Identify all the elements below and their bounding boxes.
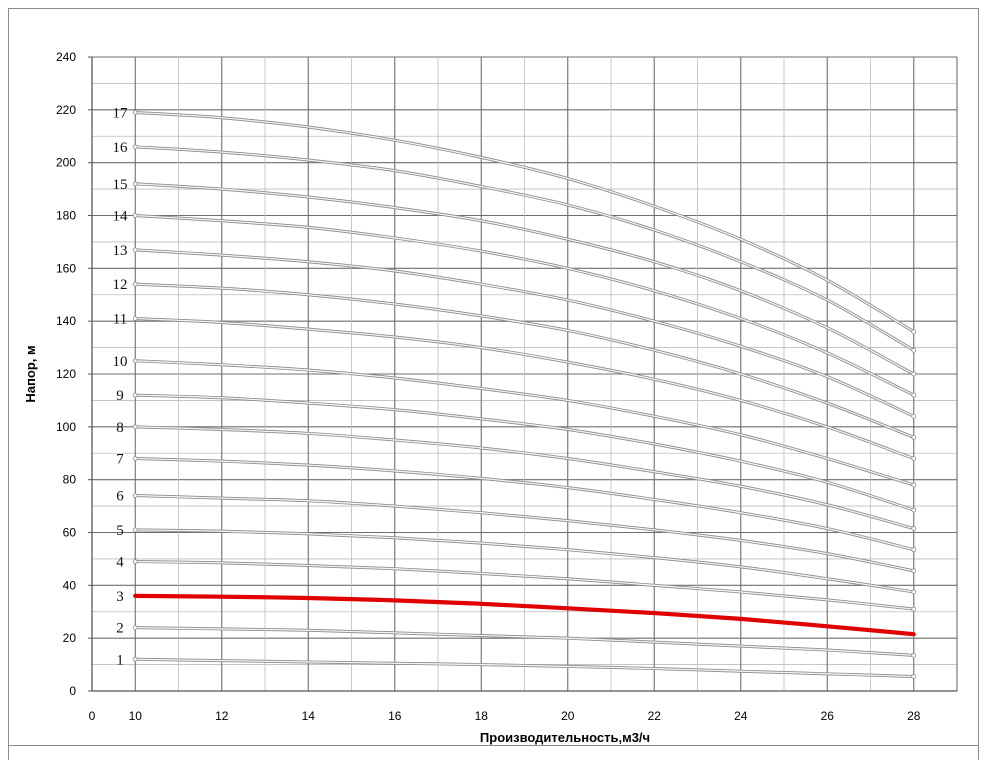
series-10-line-inner [134,360,915,486]
series-10-label: 10 [113,354,128,370]
y-tick-label: 180 [56,209,76,223]
series-13-end-point [132,247,138,253]
series-7-line-inner [134,457,915,551]
series-6-line-inner [134,494,915,572]
x-tick-label: 18 [475,709,489,723]
series-4-line-inner [134,560,915,610]
series-14-end-point [911,392,917,398]
series-14-end-point [132,213,138,218]
y-axis-title: Напор, м [23,345,38,402]
x-tick-label: 28 [907,709,921,723]
series-5-line-inner [134,529,915,593]
series-10-end-point [911,482,917,488]
series-6-label: 6 [116,489,124,505]
series-4-end-point [132,559,138,564]
series-13-end-point [911,413,917,419]
y-tick-label: 200 [56,156,76,170]
series-12-end-point [132,281,138,287]
series-11-line-inner [134,317,915,460]
series-1-end-point [132,656,138,662]
series-7-end-point [911,547,917,553]
series-4-end-point [911,606,917,612]
y-tick-label: 240 [56,50,76,64]
x-tick-label: 20 [561,709,575,723]
series-5-end-point [911,589,917,595]
series-17-end-point [132,110,138,115]
x-tick-label: 16 [388,709,402,723]
lower-panel-edge [8,745,979,760]
series-11-label: 11 [113,312,127,328]
series-7-label: 7 [116,452,124,468]
series-6-end-point [132,493,138,498]
y-tick-label: 60 [63,526,77,540]
x-tick-label: 0 [89,709,96,723]
series-14-label: 14 [113,209,129,225]
x-axis-title: Производительность,м3/ч [480,730,650,745]
x-tick-label: 24 [734,709,748,723]
series-5-label: 5 [116,523,124,539]
series-2-label: 2 [116,621,124,637]
series-12-label: 12 [113,277,128,293]
series-12-line-inner [134,283,915,439]
series-16-end-point [911,347,917,353]
series-13-line-inner [134,249,915,417]
series-11-end-point [132,316,138,321]
y-tick-label: 20 [63,631,77,645]
series-17-line-inner [134,111,915,333]
series-2-end-point [132,625,138,630]
series-8-end-point [911,526,917,531]
y-tick-label: 0 [69,684,76,698]
series-2-line-inner [134,626,915,656]
series-16-end-point [132,144,138,150]
series-9-line-inner [134,394,915,511]
y-tick-label: 160 [56,261,76,275]
x-tick-label: 26 [821,709,835,723]
series-16-line-inner [134,146,915,351]
series-16-label: 16 [113,140,129,156]
series-8-label: 8 [116,420,124,436]
x-tick-label: 14 [302,709,316,723]
series-3-line [133,593,916,637]
series-15-label: 15 [113,177,128,193]
series-13-label: 13 [113,243,128,259]
series-11-end-point [911,456,917,461]
series-8-line-inner [134,426,915,530]
series-5-end-point [132,527,138,533]
series-3-label: 3 [116,589,124,605]
y-tick-label: 80 [63,473,77,487]
series-17-end-point [911,329,917,335]
series-9-end-point [132,392,138,398]
series-1-line-inner [134,658,915,678]
series-9-label: 9 [116,388,124,404]
series-6-end-point [911,568,917,574]
y-tick-label: 40 [63,578,77,592]
y-tick-label: 140 [56,314,76,328]
series-2-end-point [911,652,917,658]
series-1-end-point [911,674,917,679]
y-tick-label: 100 [56,420,76,434]
series-1-label: 1 [116,652,124,668]
series-12-end-point [911,434,917,440]
series [132,110,917,679]
series-14-line-inner [134,214,915,396]
y-tick-label: 120 [56,367,76,381]
series-9-end-point [911,507,917,513]
series-7-end-point [132,456,138,461]
series-10-end-point [132,358,138,364]
x-tick-label: 12 [215,709,229,723]
grid [91,56,958,692]
x-tick-label: 22 [648,709,662,723]
series-8-end-point [132,424,138,430]
y-tick-label: 220 [56,103,76,117]
series-15-end-point [132,181,138,187]
series-15-line-inner [134,183,915,375]
series-4-label: 4 [116,555,124,571]
series-17-label: 17 [113,105,129,121]
series-15-end-point [911,371,917,377]
x-tick-label: 10 [129,709,143,723]
